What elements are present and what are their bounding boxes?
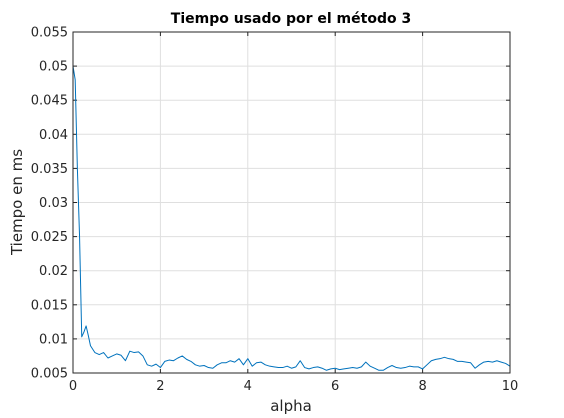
x-tick-label: 2 xyxy=(156,379,164,394)
x-tick-label: 6 xyxy=(331,379,339,394)
y-axis-label: Tiempo en ms xyxy=(8,149,26,256)
x-tick-label: 10 xyxy=(502,379,519,394)
x-tick-label: 0 xyxy=(69,379,77,394)
plot-frame xyxy=(72,31,511,374)
y-tick-label: 0.055 xyxy=(31,26,68,41)
y-tick-label: 0.04 xyxy=(39,128,68,143)
chart-title: Tiempo usado por el método 3 xyxy=(171,11,411,27)
tick-labels: 0 2 4 6 8 10 0.005 0.01 0.015 0.02 0.025 0.03 0.035 0… xyxy=(31,26,518,395)
x-tick-label: 8 xyxy=(418,379,426,394)
y-tick-label: 0.045 xyxy=(31,94,68,109)
y-tick-label: 0.015 xyxy=(31,298,68,313)
y-tick-label: 0.01 xyxy=(39,332,68,347)
y-tick-label: 0.005 xyxy=(31,367,68,382)
x-axis-label: alpha xyxy=(270,397,312,415)
y-tick-label: 0.025 xyxy=(31,230,68,245)
series-group xyxy=(72,66,511,371)
x-tick-label: 4 xyxy=(244,379,252,394)
series-line-0 xyxy=(72,66,511,371)
y-tick-label: 0.05 xyxy=(39,60,68,75)
y-tick-label: 0.035 xyxy=(31,162,68,177)
y-tick-label: 0.02 xyxy=(39,264,68,279)
y-tick-label: 0.03 xyxy=(39,196,68,211)
